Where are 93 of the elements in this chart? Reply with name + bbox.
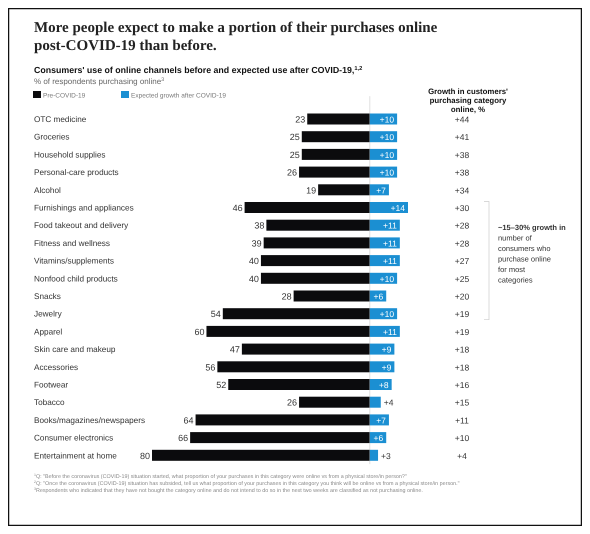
bar [370, 237, 400, 248]
data-label: +8 [378, 380, 389, 390]
text: +18 [454, 344, 470, 355]
data-label: +11 [383, 326, 398, 337]
y-tick-label: Nonfood child products [34, 274, 118, 284]
chart-subtitle: Consumers' use of online channels before and expected use after COVID-19,$^{1,2}$ [34, 65, 362, 75]
bar [370, 396, 381, 408]
data-label: 28 [282, 292, 292, 302]
data-label: +7 [376, 185, 386, 196]
text: +30 [454, 203, 470, 213]
data-label: 52 [216, 380, 226, 390]
data-label: 60 [194, 326, 204, 337]
text: % of respondents purchasing online$^{3}$ [34, 77, 164, 86]
text: +15 [454, 398, 470, 408]
data-label: 39 [252, 238, 262, 248]
data-label: 19 [306, 185, 316, 196]
data-label: 47 [230, 344, 240, 355]
data-label: +9 [382, 344, 392, 355]
text: +38 [454, 168, 470, 178]
text: +16 [454, 380, 470, 390]
y-tick-label: Vitamins/supplements [34, 256, 114, 266]
y-tick-label: Consumer electronics [34, 434, 114, 443]
data-label: +10 [380, 168, 394, 178]
text: +41 [454, 132, 470, 142]
text: +28 [454, 238, 470, 248]
data-label: 80 [140, 450, 150, 461]
text: +38 [454, 150, 470, 160]
y-tick-label: Jewelry [34, 310, 63, 319]
y-tick-label: Entertainment at home [34, 451, 118, 460]
y-tick-label: Snacks [34, 292, 61, 301]
y-tick-label: Alcohol [34, 186, 62, 195]
bar [370, 414, 389, 426]
data-label: +9 [382, 362, 392, 372]
text: +28 [454, 220, 470, 231]
y-tick-label: Personal-care products [34, 168, 119, 178]
y-tick-label: Food takeout and delivery [34, 221, 130, 230]
text: +18 [454, 362, 470, 372]
y-tick-label: OTC medicine [34, 115, 87, 124]
text: +27 [454, 256, 470, 266]
data-label: +11 [383, 220, 398, 231]
data-label: 64 [184, 415, 194, 426]
data-label: 38 [254, 220, 264, 231]
data-label: +6 [374, 292, 384, 302]
data-label: 56 [205, 362, 216, 372]
y-tick-label: Skin care and makeup [34, 345, 116, 354]
data-label: 40 [248, 256, 259, 266]
text: +20 [454, 292, 470, 302]
data-label: 25 [290, 150, 300, 160]
data-label: +3 [381, 450, 392, 461]
y-tick-label: Tobacco [34, 398, 65, 408]
y-tick-label: Fitness and wellness [34, 238, 110, 248]
data-label: +6 [374, 433, 384, 444]
text: +10 [454, 433, 470, 444]
data-label: +10 [380, 150, 394, 160]
data-label: 54 [210, 309, 221, 320]
y-tick-label: Apparel [34, 327, 62, 336]
text: +25 [454, 274, 470, 284]
y-tick-label: Groceries [34, 132, 70, 142]
text: +19 [454, 309, 470, 320]
text: +19 [454, 326, 470, 337]
text: +44 [454, 114, 470, 124]
data-label: +11 [383, 238, 398, 248]
data-label: +10 [380, 274, 394, 284]
data-label: +4 [384, 398, 394, 408]
data-label: 46 [232, 203, 243, 213]
bar [370, 326, 400, 337]
data-label: +7 [376, 415, 386, 426]
bar [370, 344, 394, 355]
text: +34 [454, 185, 470, 196]
data-label: 26 [287, 168, 298, 178]
data-label: 26 [287, 398, 298, 408]
y-tick-label: Accessories [34, 362, 78, 372]
data-label: 23 [295, 114, 306, 124]
bar [370, 255, 400, 266]
data-label: +10 [380, 114, 394, 124]
text: +4 [457, 450, 468, 461]
data-label: 25 [290, 132, 300, 142]
bar [370, 202, 408, 213]
data-label: +14 [390, 203, 406, 213]
y-tick-label: Furnishings and appliances [34, 204, 134, 212]
data-label: +10 [380, 132, 394, 142]
bar [370, 450, 378, 461]
y-tick-label: Household supplies [34, 150, 106, 160]
chart-title: More people expect to make a portion of their purchases online post-COVID-19 than before. [34, 20, 438, 54]
bar [370, 220, 400, 231]
y-tick-label: Footwear [34, 380, 68, 390]
data-label: 66 [178, 433, 188, 444]
text: +11 [455, 415, 470, 426]
bar [370, 361, 394, 372]
data-label: +11 [383, 256, 398, 266]
y-tick-label: Books/magazines/newspapers [34, 416, 146, 425]
data-label: +10 [380, 309, 394, 320]
data-label: 40 [248, 274, 259, 284]
